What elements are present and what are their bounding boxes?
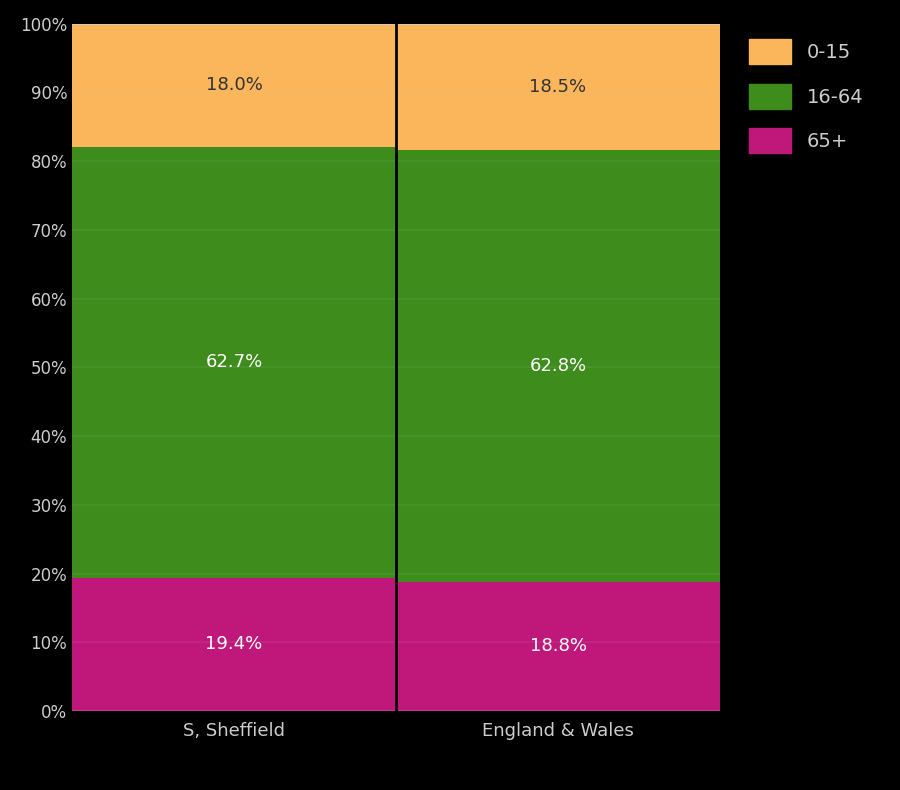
Bar <box>72 577 396 711</box>
Legend: 0-15, 16-64, 65+: 0-15, 16-64, 65+ <box>742 33 869 159</box>
Text: 18.0%: 18.0% <box>205 76 263 94</box>
Text: 62.8%: 62.8% <box>529 357 587 375</box>
Text: 62.7%: 62.7% <box>205 353 263 371</box>
Text: 18.8%: 18.8% <box>529 638 587 656</box>
Text: 19.4%: 19.4% <box>205 635 263 653</box>
Text: 18.5%: 18.5% <box>529 77 587 96</box>
Bar <box>72 23 396 147</box>
Bar <box>72 147 396 577</box>
Bar <box>396 23 720 150</box>
Bar <box>396 581 720 711</box>
Bar <box>396 150 720 581</box>
